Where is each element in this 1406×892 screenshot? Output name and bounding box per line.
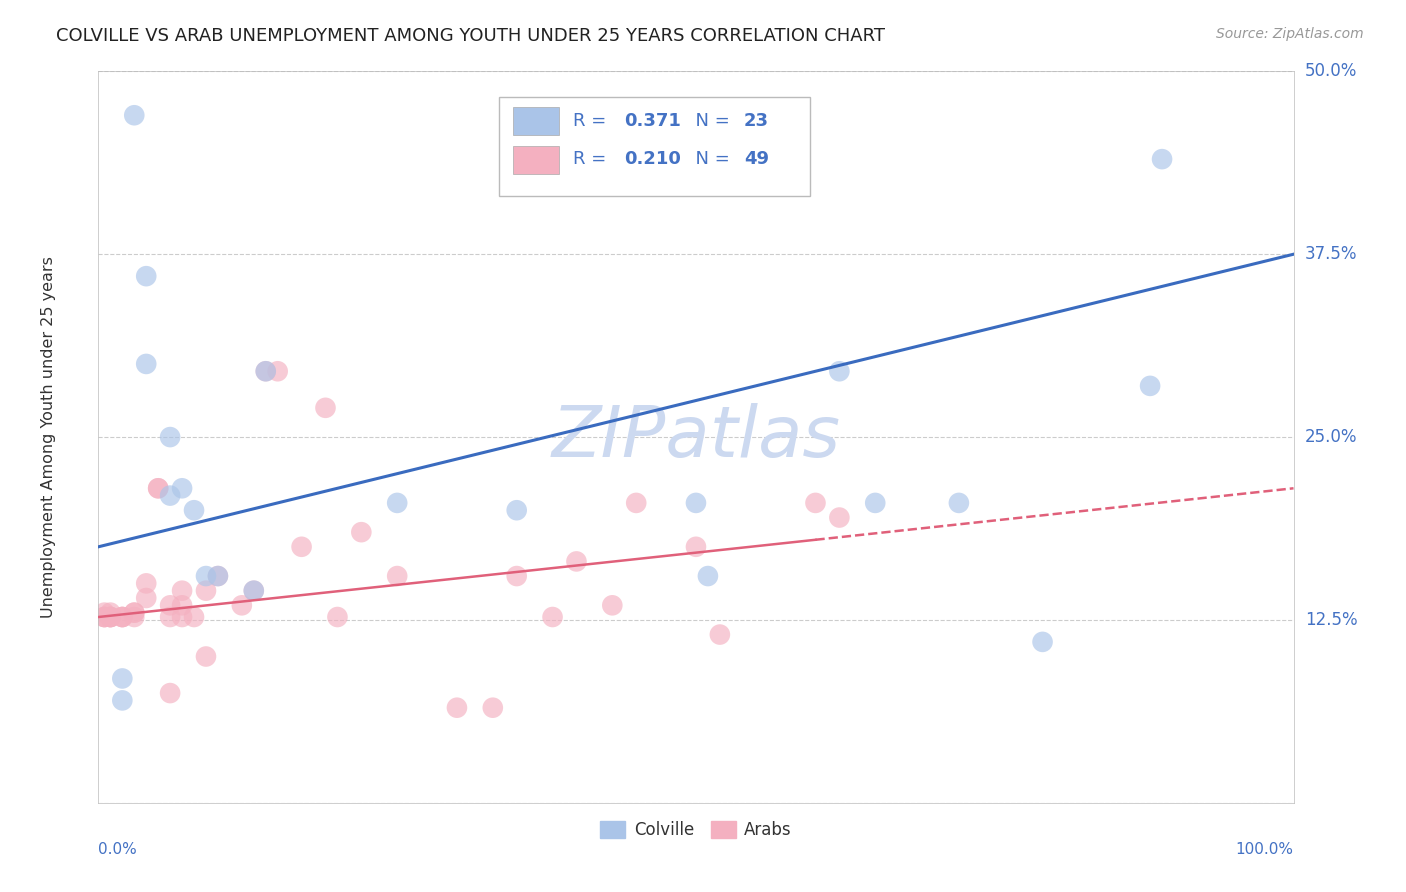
Point [172, 610, 194, 624]
Point [172, 599, 194, 613]
Point [98, 610, 122, 624]
Point [565, 554, 588, 568]
Point [124, 606, 146, 620]
Point [135, 591, 157, 605]
Point [111, 610, 134, 624]
Point [541, 610, 564, 624]
Point [135, 357, 157, 371]
Point [446, 700, 468, 714]
Text: Unemployment Among Youth under 25 years: Unemployment Among Youth under 25 years [41, 256, 56, 618]
Text: 49: 49 [744, 150, 769, 168]
Point [98, 610, 122, 624]
Point [481, 700, 505, 714]
Text: 0.0%: 0.0% [98, 842, 138, 856]
Point [124, 108, 146, 122]
Point [93, 606, 115, 620]
Text: R =: R = [572, 150, 612, 168]
Point [195, 583, 218, 598]
Point [111, 693, 134, 707]
Point [207, 569, 229, 583]
Text: N =: N = [685, 150, 735, 168]
FancyBboxPatch shape [513, 146, 558, 174]
Point [98, 606, 122, 620]
Point [828, 510, 851, 524]
Point [93, 610, 115, 624]
Point [254, 364, 277, 378]
Text: R =: R = [572, 112, 612, 130]
Text: 50.0%: 50.0% [1305, 62, 1357, 80]
Point [124, 606, 146, 620]
Point [148, 481, 170, 495]
Point [1152, 152, 1174, 166]
Point [93, 610, 115, 624]
Legend: Colville, Arabs: Colville, Arabs [593, 814, 799, 846]
Text: 12.5%: 12.5% [1305, 611, 1357, 629]
Point [111, 672, 134, 686]
Point [865, 496, 887, 510]
Point [709, 627, 731, 641]
Point [135, 576, 157, 591]
Text: 23: 23 [744, 112, 769, 130]
Point [159, 599, 181, 613]
Point [98, 610, 122, 624]
Point [254, 364, 277, 378]
Point [685, 496, 707, 510]
Point [111, 610, 134, 624]
Text: 100.0%: 100.0% [1236, 842, 1294, 856]
Text: Source: ZipAtlas.com: Source: ZipAtlas.com [1216, 27, 1364, 41]
Point [697, 569, 720, 583]
Point [207, 569, 229, 583]
Point [183, 610, 205, 624]
Text: 0.371: 0.371 [624, 112, 681, 130]
Point [111, 610, 134, 624]
Text: 0.210: 0.210 [624, 150, 681, 168]
Point [385, 569, 409, 583]
Point [1139, 379, 1161, 393]
Point [267, 364, 290, 378]
Text: COLVILLE VS ARAB UNEMPLOYMENT AMONG YOUTH UNDER 25 YEARS CORRELATION CHART: COLVILLE VS ARAB UNEMPLOYMENT AMONG YOUT… [56, 27, 886, 45]
Point [1032, 635, 1054, 649]
Point [195, 649, 218, 664]
Point [98, 610, 122, 624]
Text: 25.0%: 25.0% [1305, 428, 1357, 446]
Point [506, 569, 529, 583]
Point [124, 610, 146, 624]
Point [243, 583, 266, 598]
Point [159, 489, 181, 503]
Point [135, 269, 157, 284]
Text: ZIPatlas: ZIPatlas [551, 402, 841, 472]
FancyBboxPatch shape [499, 97, 810, 195]
Point [350, 525, 373, 540]
FancyBboxPatch shape [513, 107, 558, 135]
Point [172, 583, 194, 598]
Point [326, 610, 349, 624]
Point [159, 430, 181, 444]
Point [159, 610, 181, 624]
Text: 37.5%: 37.5% [1305, 245, 1357, 263]
Point [148, 481, 170, 495]
Point [93, 610, 115, 624]
Point [231, 599, 253, 613]
Point [315, 401, 337, 415]
Point [159, 686, 181, 700]
Point [948, 496, 970, 510]
Point [685, 540, 707, 554]
Point [291, 540, 314, 554]
Point [183, 503, 205, 517]
Point [506, 503, 529, 517]
Point [195, 569, 218, 583]
Text: N =: N = [685, 112, 735, 130]
Point [828, 364, 851, 378]
Point [804, 496, 827, 510]
Point [385, 496, 409, 510]
Point [172, 481, 194, 495]
Point [243, 583, 266, 598]
Point [626, 496, 648, 510]
Point [602, 599, 624, 613]
